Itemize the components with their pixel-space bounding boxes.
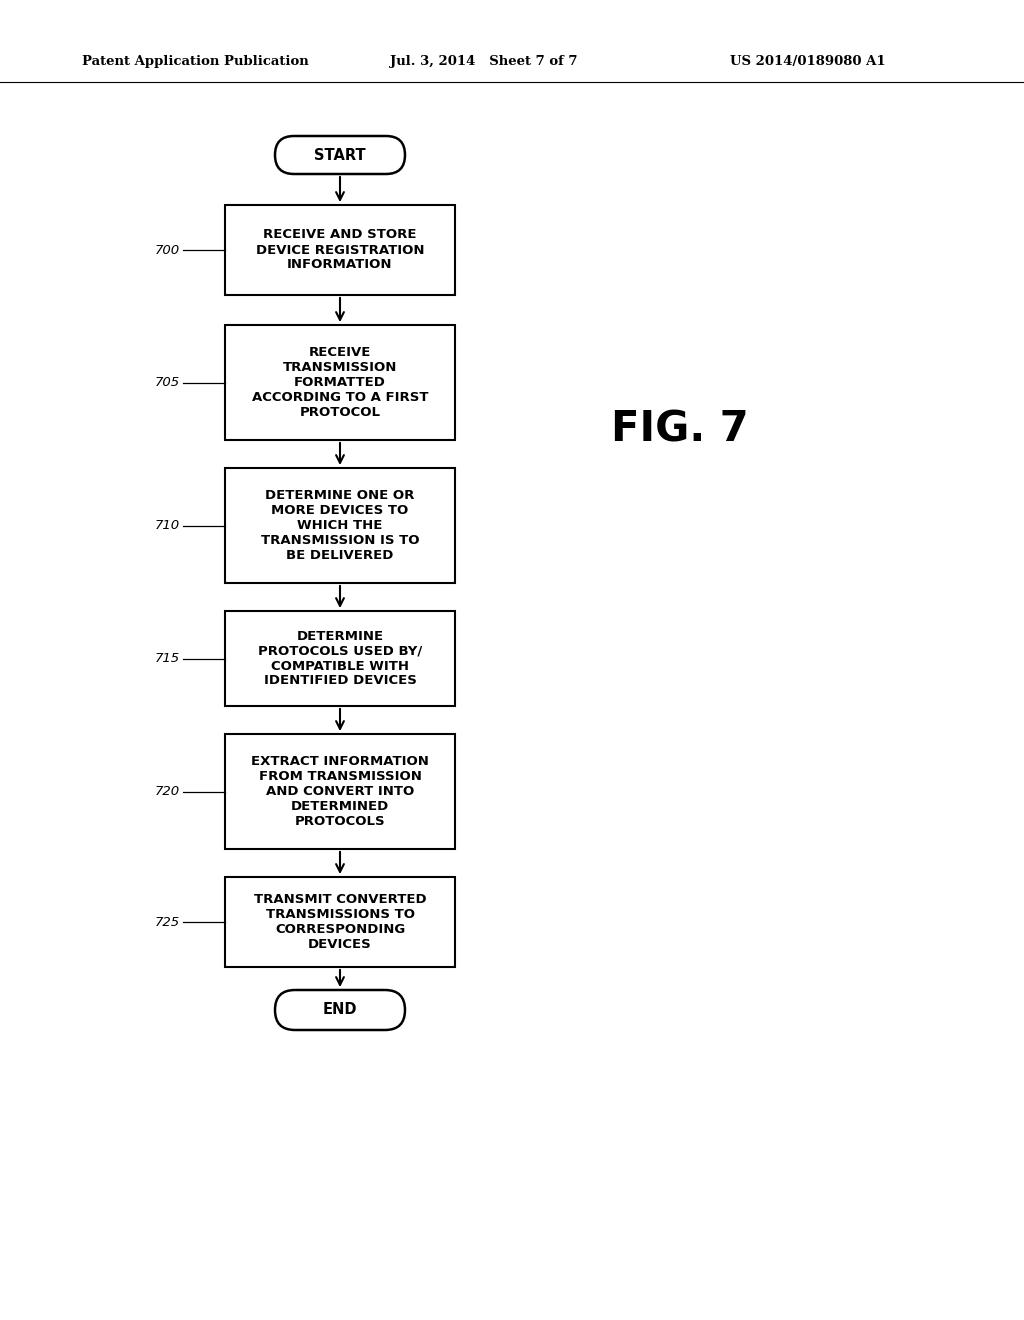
Text: 725: 725 xyxy=(155,916,180,928)
Text: FIG. 7: FIG. 7 xyxy=(611,409,749,451)
Text: 700: 700 xyxy=(155,243,180,256)
Text: EXTRACT INFORMATION
FROM TRANSMISSION
AND CONVERT INTO
DETERMINED
PROTOCOLS: EXTRACT INFORMATION FROM TRANSMISSION AN… xyxy=(251,755,429,828)
Text: 705: 705 xyxy=(155,376,180,389)
Text: Patent Application Publication: Patent Application Publication xyxy=(82,55,309,69)
Text: 710: 710 xyxy=(155,519,180,532)
Text: TRANSMIT CONVERTED
TRANSMISSIONS TO
CORRESPONDING
DEVICES: TRANSMIT CONVERTED TRANSMISSIONS TO CORR… xyxy=(254,894,426,950)
Text: RECEIVE AND STORE
DEVICE REGISTRATION
INFORMATION: RECEIVE AND STORE DEVICE REGISTRATION IN… xyxy=(256,228,424,272)
Text: Jul. 3, 2014   Sheet 7 of 7: Jul. 3, 2014 Sheet 7 of 7 xyxy=(390,55,578,69)
Text: END: END xyxy=(323,1002,357,1018)
Text: US 2014/0189080 A1: US 2014/0189080 A1 xyxy=(730,55,886,69)
Text: 720: 720 xyxy=(155,785,180,799)
Text: DETERMINE
PROTOCOLS USED BY/
COMPATIBLE WITH
IDENTIFIED DEVICES: DETERMINE PROTOCOLS USED BY/ COMPATIBLE … xyxy=(258,630,422,688)
Text: RECEIVE
TRANSMISSION
FORMATTED
ACCORDING TO A FIRST
PROTOCOL: RECEIVE TRANSMISSION FORMATTED ACCORDING… xyxy=(252,346,428,418)
Text: DETERMINE ONE OR
MORE DEVICES TO
WHICH THE
TRANSMISSION IS TO
BE DELIVERED: DETERMINE ONE OR MORE DEVICES TO WHICH T… xyxy=(261,488,419,562)
Text: START: START xyxy=(314,148,366,162)
Text: 715: 715 xyxy=(155,652,180,665)
